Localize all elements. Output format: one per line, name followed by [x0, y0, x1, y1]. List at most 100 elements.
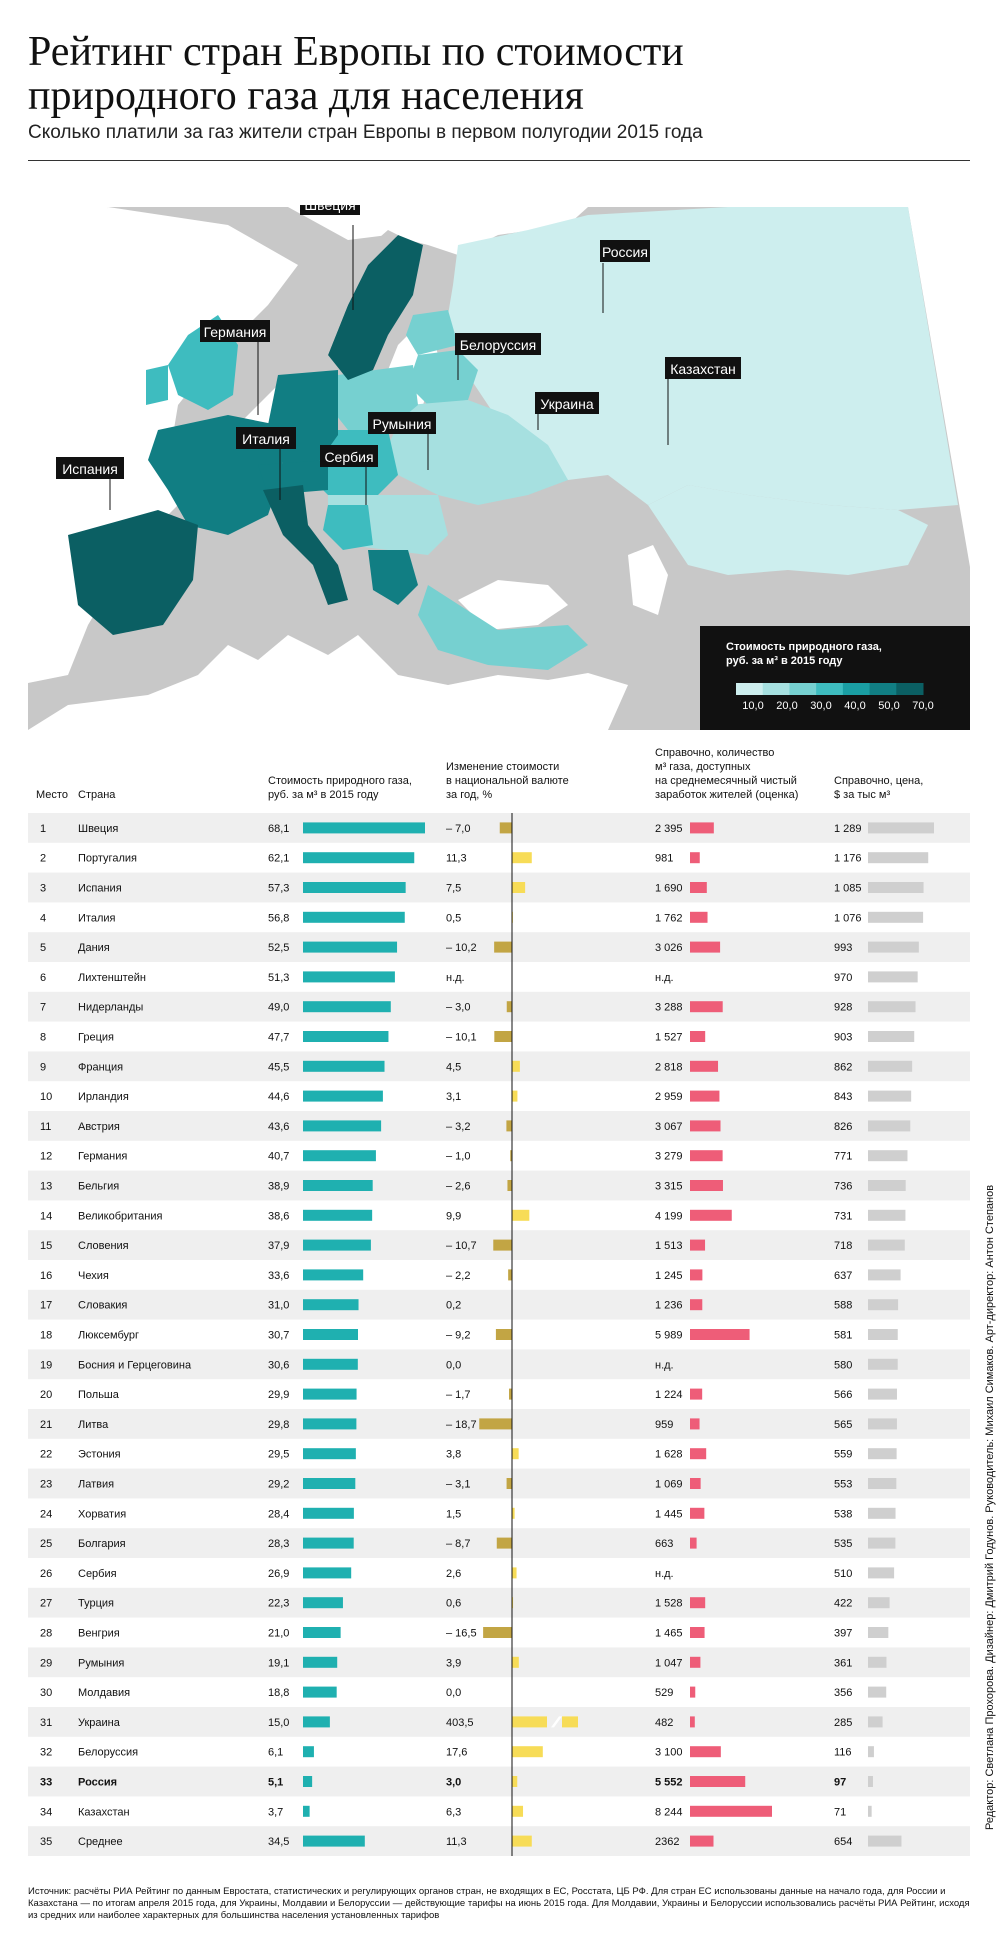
volume-bar	[690, 1180, 723, 1191]
legend-tick: 70,0	[912, 700, 933, 712]
map-iberia	[68, 510, 198, 635]
change-bar	[512, 1507, 515, 1519]
usd-bar	[868, 1031, 915, 1042]
change-bar	[499, 822, 512, 834]
legend-swatch	[896, 683, 924, 695]
row-price-label: 31,0	[268, 1300, 289, 1312]
row-usd-label: 736	[834, 1181, 852, 1193]
usd-bar	[868, 882, 924, 893]
map-label-kazakhstan: Казахстан	[665, 357, 741, 379]
row-volume-label: 3 026	[655, 942, 683, 954]
row-rank: 34	[40, 1806, 52, 1818]
row-change-label: 6,3	[446, 1806, 461, 1818]
row-price-label: 40,7	[268, 1151, 289, 1163]
row-price-label: 29,9	[268, 1389, 289, 1401]
svg-text:Италия: Италия	[242, 431, 290, 447]
table-row-bg	[28, 1707, 970, 1737]
row-volume-label: 1 236	[655, 1300, 683, 1312]
map-label-serbia: Сербия	[320, 445, 378, 467]
map-label-belarus: Белоруссия	[455, 333, 541, 355]
svg-text:Сербия: Сербия	[324, 449, 373, 465]
usd-bar	[868, 971, 918, 983]
row-volume-label: 2362	[655, 1836, 679, 1848]
header-volume: Справочно, количество м³ газа, доступных н…	[655, 747, 798, 801]
row-change-label: – 2,2	[446, 1270, 470, 1282]
row-usd-label: 581	[834, 1330, 852, 1342]
usd-bar	[868, 1060, 913, 1072]
row-volume-label: 1 628	[655, 1449, 683, 1461]
price-bar	[303, 1656, 338, 1668]
price-bar	[303, 1209, 373, 1221]
svg-text:Стоимость природного газа,: Стоимость природного газа,	[726, 641, 882, 653]
change-bar	[494, 1031, 512, 1042]
row-country: Германия	[78, 1151, 127, 1163]
price-bar	[303, 1418, 357, 1430]
row-price-label: 44,6	[268, 1091, 289, 1103]
change-bar	[506, 1478, 512, 1489]
usd-bar	[868, 1597, 890, 1609]
row-price-label: 15,0	[268, 1717, 289, 1729]
usd-bar	[868, 1776, 873, 1787]
usd-bar	[868, 1090, 912, 1102]
row-usd-label: 843	[834, 1091, 852, 1103]
change-bar	[512, 1776, 518, 1787]
price-bar	[303, 1150, 376, 1162]
row-country: Турция	[78, 1598, 114, 1610]
volume-bar	[690, 1537, 697, 1549]
volume-bar	[690, 1597, 706, 1609]
price-bar	[303, 1001, 391, 1013]
row-rank: 2	[40, 853, 46, 865]
header-divider	[28, 160, 970, 161]
row-rank: 1	[40, 823, 46, 835]
price-bar	[303, 1358, 358, 1370]
row-usd-label: 538	[834, 1508, 852, 1520]
row-volume-label: 3 067	[655, 1121, 683, 1133]
row-change-label: 0,0	[446, 1687, 461, 1699]
sea-black	[458, 580, 568, 630]
legend-swatch	[842, 683, 871, 695]
row-country: Португалия	[78, 853, 137, 865]
row-country: Сербия	[78, 1568, 117, 1580]
row-volume-label: 482	[655, 1717, 673, 1729]
row-country: Словения	[78, 1240, 129, 1252]
price-bar	[303, 822, 425, 834]
row-country: Эстония	[78, 1449, 121, 1461]
row-volume-label: 3 315	[655, 1181, 683, 1193]
row-volume-label: 1 245	[655, 1270, 683, 1282]
price-bar	[303, 1567, 352, 1579]
row-volume-label: н.д.	[655, 1568, 674, 1580]
svg-text:Украина: Украина	[540, 396, 594, 412]
row-rank: 32	[40, 1747, 52, 1759]
price-bar	[303, 1388, 357, 1400]
volume-bar	[690, 1686, 696, 1698]
row-volume-label: 1 528	[655, 1598, 683, 1610]
legend-swatch	[789, 683, 817, 695]
row-usd-label: 510	[834, 1568, 852, 1580]
row-country: Болгария	[78, 1538, 126, 1550]
row-usd-label: 116	[834, 1747, 852, 1759]
volume-bar	[690, 1120, 721, 1132]
row-usd-label: 588	[834, 1300, 852, 1312]
usd-bar	[868, 1835, 902, 1847]
row-usd-label: 1 176	[834, 853, 862, 865]
row-usd-label: 731	[834, 1210, 852, 1222]
change-bar	[512, 1716, 547, 1728]
map-label-romania: Румыния	[368, 412, 436, 434]
price-bar	[303, 1031, 389, 1042]
header-usd: Справочно, цена, $ за тыс м³	[834, 775, 923, 801]
row-price-label: 5,1	[268, 1777, 283, 1789]
usd-bar	[868, 1805, 872, 1817]
change-bar	[512, 882, 526, 893]
row-volume-label: 1 762	[655, 912, 683, 924]
row-country: Бельгия	[78, 1181, 119, 1193]
row-rank: 20	[40, 1389, 52, 1401]
row-volume-label: 3 279	[655, 1151, 683, 1163]
change-bar-extension	[562, 1716, 578, 1728]
row-rank: 17	[40, 1300, 52, 1312]
change-bar	[509, 1388, 512, 1400]
table-row-bg	[28, 1051, 970, 1082]
table-row-bg	[28, 872, 970, 903]
volume-bar	[690, 911, 708, 923]
row-rank: 27	[40, 1598, 52, 1610]
row-volume-label: 3 100	[655, 1747, 683, 1759]
